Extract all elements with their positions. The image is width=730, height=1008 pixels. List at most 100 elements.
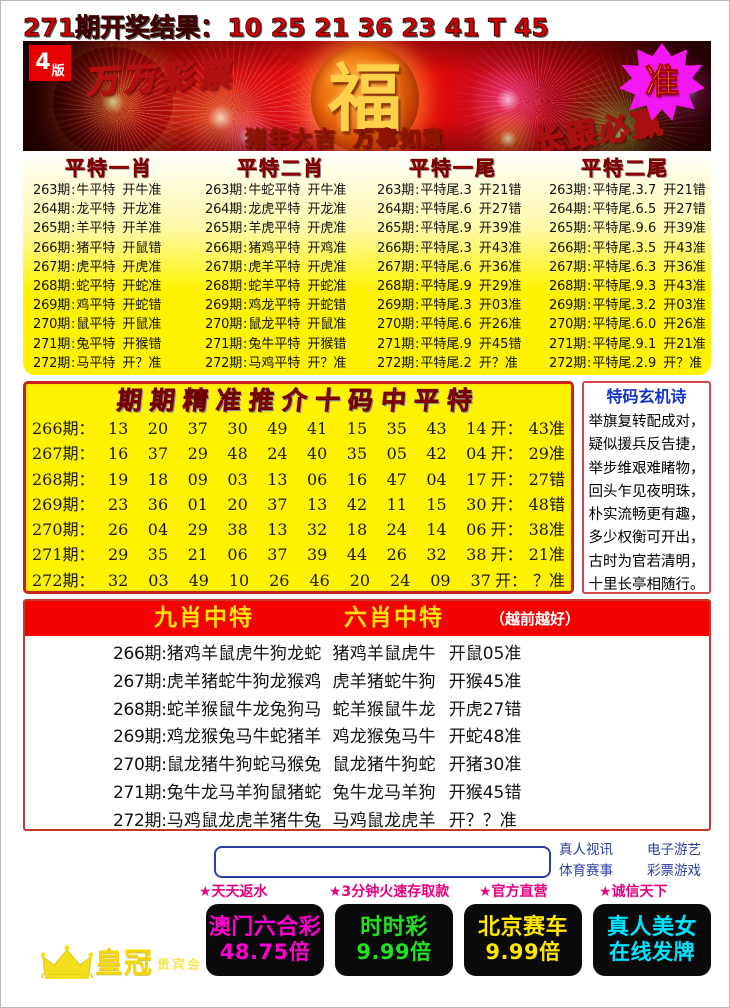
row-forecast: 平特尾.6 — [420, 202, 472, 218]
row-result: 开鸡准 — [307, 240, 347, 256]
pick-number: 35 — [386, 419, 407, 438]
pick-number: 43 — [426, 419, 447, 438]
pick-row: 266期： 13 20 37 30 49 41 15 35 43 14 开： 43准 — [32, 416, 565, 441]
game-tile-title: 真人美女 — [606, 914, 697, 940]
row-colon: : — [243, 317, 248, 333]
draw-result-numbers: 10 25 21 36 23 41 — [227, 13, 480, 43]
row-forecast: 平特尾.3 — [420, 240, 472, 256]
pick-row-numbers: 29 35 21 06 37 39 44 26 32 38 — [108, 542, 491, 567]
footer-link[interactable]: 彩票游戏 — [647, 863, 701, 879]
pick-row-numbers: 13 20 37 30 49 41 15 35 43 14 — [108, 416, 491, 441]
row-result: 开36准 — [663, 259, 706, 275]
forecast-row: 264期:平特尾.6.5 开27错 — [549, 200, 711, 219]
search-input[interactable] — [216, 848, 549, 876]
row-issue: 269期 — [205, 298, 243, 314]
pick-box-title: 期期精准推介十码中平特 — [115, 386, 482, 416]
footer-link[interactable]: 电子游艺 — [647, 842, 701, 858]
pick-number: 13 — [306, 494, 328, 514]
zodiac-open-result: 开猴45错 — [448, 782, 522, 803]
zodiac-note: （越前越好） — [489, 610, 580, 628]
row-issue: 270期 — [205, 317, 243, 333]
pick-number: 41 — [306, 419, 328, 438]
pick-open-label: 开： — [490, 494, 523, 514]
game-tile[interactable]: 澳门六合彩 48.75倍 — [206, 904, 324, 976]
poem-line: 十里长亭相随行。 — [588, 577, 705, 594]
row-issue: 267期 — [549, 259, 587, 275]
forecast-column: 平特二肖 263期:牛蛇平特 开牛准 264期:龙虎平特 开龙准 265期:羊虎平特 开虎准… — [195, 153, 367, 375]
row-forecast: 平特尾.3.5 — [592, 240, 657, 256]
zodiac-nine-picks: 鸡龙猴兔马牛蛇猪羊 — [166, 727, 322, 748]
row-result: 开43准 — [663, 279, 706, 295]
row-colon: : — [243, 336, 248, 352]
row-result: 开猴错 — [307, 336, 347, 352]
pick-number: 37 — [267, 494, 288, 514]
mid-section: 期期精准推介十码中平特 266期： 13 20 37 30 49 41 15 35 43 14 开： 4… — [23, 381, 711, 594]
zodiac-row: 267期: 虎羊猪蛇牛狗龙猴鸡 虎羊猪蛇牛狗 开猴45准 — [25, 669, 709, 697]
row-forecast: 猪鸡平特 — [248, 240, 301, 256]
row-result: 开36准 — [478, 259, 522, 275]
row-forecast: 平特尾.3 — [420, 183, 472, 198]
pick-row-issue: 272期： — [32, 570, 95, 590]
pick-number: 38 — [466, 545, 487, 565]
game-tile-subtitle: 9.99倍 — [485, 939, 561, 964]
pick-number: 49 — [188, 570, 209, 590]
draw-result-header: 271期开奖结果：10 25 21 36 23 41 T 45 — [23, 8, 713, 43]
pick-row-issue: 267期： — [32, 444, 95, 464]
promo-label: ★诚信天下 — [599, 884, 668, 900]
pick-row: 272期： 32 03 49 10 26 46 20 24 09 37 开： ？准 — [32, 568, 565, 593]
forecast-row: 263期:平特尾.3.7 开21错 — [549, 181, 711, 200]
zodiac-nine-picks: 兔牛龙马羊狗鼠猪蛇 — [166, 782, 322, 803]
poem-line: 举步维艰难睹物， — [588, 460, 705, 477]
game-tile[interactable]: 真人美女 在线发牌 — [593, 904, 711, 976]
row-forecast: 平特尾.9.1 — [592, 336, 657, 352]
row-issue: 263期 — [377, 183, 415, 198]
zodiac-six-picks: 鼠龙猪牛狗蛇 — [332, 755, 436, 776]
game-tile[interactable]: 北京赛车 9.99倍 — [464, 904, 582, 976]
row-forecast: 蛇羊平特 — [248, 279, 301, 295]
pick-number: 09 — [187, 469, 208, 489]
pick-row-numbers: 26 04 29 38 13 32 18 24 14 06 — [108, 517, 491, 542]
row-result: 开蛇错 — [122, 298, 162, 314]
row-forecast: 平特尾.9 — [420, 336, 472, 352]
forecast-quad-table: 平特一肖 263期:牛平特 开牛准 264期:龙平特 开龙准 265期:羊平特 开羊准 266… — [23, 153, 711, 375]
row-forecast: 鼠龙平特 — [248, 317, 301, 333]
zodiac-row-issue: 266期: — [113, 644, 167, 664]
pick-row-issue: 271期： — [32, 545, 95, 565]
forecast-row: 268期:蛇羊平特 开蛇准 — [205, 277, 367, 296]
pick-number: 24 — [386, 520, 407, 540]
footer-link[interactable]: 真人视讯 — [559, 842, 613, 858]
row-issue: 266期 — [377, 240, 415, 256]
zodiac-row-issue: 268期: — [113, 699, 167, 720]
zodiac-forecast-box: 九肖中特 六肖中特 （越前越好） 266期: 猪鸡羊鼠虎牛狗龙蛇 猪鸡羊鼠虎牛 开鼠0… — [23, 599, 711, 831]
footer-link[interactable]: 体育赛事 — [559, 863, 613, 879]
accuracy-badge-label: 准 — [645, 62, 680, 102]
pick-number: 39 — [306, 545, 328, 565]
row-issue: 269期 — [549, 298, 587, 314]
pick-number: 42 — [426, 444, 447, 464]
forecast-row: 271期:兔平特 开猴错 — [33, 335, 195, 354]
row-issue: 271期 — [549, 336, 587, 352]
pick-number: 09 — [430, 570, 451, 590]
crown-icon — [41, 945, 93, 981]
zodiac-nine-picks: 猪鸡羊鼠虎牛狗龙蛇 — [166, 644, 322, 664]
row-forecast: 羊虎平特 — [248, 221, 301, 237]
forecast-row-list: 263期:牛平特 开牛准 264期:龙平特 开龙准 265期:羊平特 开羊准 266期:猪平… — [23, 181, 195, 373]
pick-number: 14 — [426, 520, 447, 540]
pick-row-issue: 269期： — [32, 494, 95, 514]
ten-code-pick-box: 期期精准推介十码中平特 266期： 13 20 37 30 49 41 15 35 43 14 开： 4… — [23, 381, 574, 594]
pick-number: 03 — [148, 570, 169, 590]
row-colon: : — [71, 202, 76, 218]
forecast-row: 272期:平特尾.2 开？准 — [377, 354, 539, 373]
game-tile[interactable]: 时时彩 9.99倍 — [335, 904, 453, 976]
row-result: 开27错 — [478, 202, 522, 218]
forecast-row: 267期:虎羊平特 开虎准 — [205, 258, 367, 277]
row-issue: 264期 — [33, 202, 71, 218]
row-forecast: 蛇平特 — [76, 279, 116, 295]
promo-label: ★3分钟火速存取款 — [329, 884, 450, 900]
zodiac-nine-picks: 马鸡鼠龙虎羊猪牛兔 — [166, 810, 322, 831]
search-box[interactable] — [214, 846, 551, 878]
row-issue: 268期 — [33, 279, 71, 295]
forecast-row: 266期:平特尾.3.5 开43准 — [549, 239, 711, 258]
pick-result: 21准 — [528, 545, 565, 565]
